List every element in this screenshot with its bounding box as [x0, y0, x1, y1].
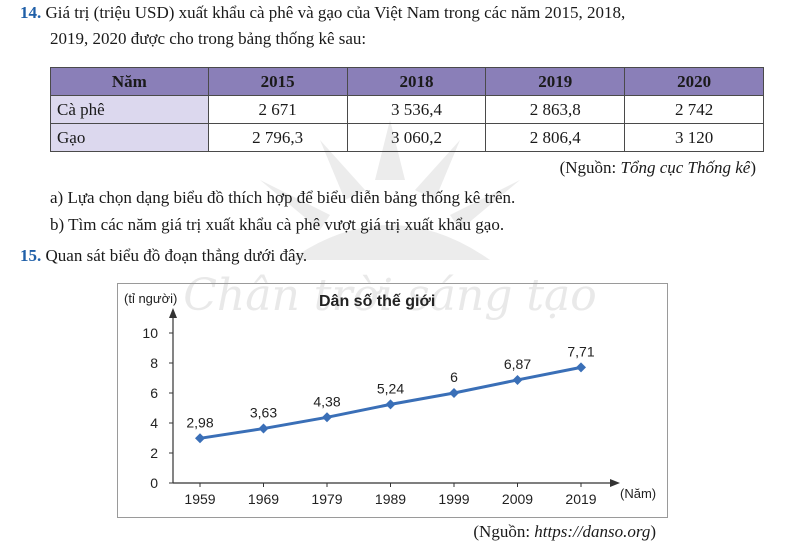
x-tick-label: 1959 — [184, 491, 215, 507]
data-point — [322, 412, 332, 423]
y-tick-label: 10 — [142, 325, 158, 341]
table-header-cell: Năm — [50, 67, 209, 96]
data-point — [195, 433, 205, 444]
data-label: 3,63 — [250, 405, 277, 421]
y-tick-label: 0 — [150, 475, 158, 491]
table-cell: 2 742 — [624, 95, 764, 124]
q15-source: (Nguồn: https://danso.org) — [473, 522, 656, 542]
q14-source-prefix: (Nguồn: — [559, 158, 621, 177]
data-point — [576, 362, 586, 373]
q14-text-line2: 2019, 2020 được cho trong bảng thống kê … — [50, 29, 367, 48]
x-axis-arrow — [610, 479, 620, 487]
table-cell: 3 060,2 — [346, 123, 487, 152]
data-label: 2,98 — [186, 414, 213, 430]
table-cell: 2 863,8 — [485, 95, 626, 124]
x-tick-label: 1969 — [248, 491, 279, 507]
table-header-cell: 2015 — [207, 67, 348, 96]
y-tick-label: 4 — [150, 415, 158, 431]
y-tick-label: 2 — [150, 445, 158, 461]
q15-source-name: https://danso.org — [534, 522, 651, 541]
chart-ylabel: (tỉ người) — [124, 291, 177, 306]
q15-text: Quan sát biểu đồ đoạn thẳng dưới đây. — [45, 246, 308, 265]
y-tick-label: 6 — [150, 385, 158, 401]
y-tick-label: 8 — [150, 355, 158, 371]
y-axis-arrow — [169, 308, 177, 318]
x-tick-label: 1989 — [375, 491, 406, 507]
table-row: Gạo 2 796,3 3 060,2 2 806,4 3 120 — [50, 123, 764, 152]
table-cell: 3 536,4 — [346, 95, 487, 124]
data-label: 5,24 — [377, 380, 404, 396]
x-tick-label: 1979 — [311, 491, 342, 507]
q15-line: 15. Quan sát biểu đồ đoạn thẳng dưới đây… — [20, 245, 307, 267]
export-table: Năm 2015 2018 2019 2020 Cà phê 2 671 3 5… — [50, 67, 764, 152]
x-tick-label: 1999 — [438, 491, 469, 507]
q14-line1: 14. Giá trị (triệu USD) xuất khẩu cà phê… — [20, 2, 625, 24]
table-cell: 3 120 — [624, 123, 764, 152]
x-tick-label: 2019 — [565, 491, 596, 507]
data-label: 6 — [450, 369, 458, 385]
q15-source-prefix: (Nguồn: — [473, 522, 535, 541]
q14-source-name: Tổng cục Thống kê — [620, 158, 751, 177]
data-point — [449, 388, 459, 398]
table-cell: 2 671 — [207, 95, 348, 124]
data-point — [512, 374, 523, 385]
x-tick-label: 2009 — [502, 491, 533, 507]
table-header-cell: 2018 — [346, 67, 487, 96]
chart-xlabel: (Năm) — [620, 486, 656, 501]
q15-source-suffix: ) — [650, 522, 656, 541]
q14-part-b: b) Tìm các năm giá trị xuất khẩu cà phê … — [50, 215, 505, 234]
population-line-chart: (tỉ người) Dân số thế giới (Năm) 0 2 4 6 8 10… — [124, 291, 656, 507]
table-row-label: Cà phê — [50, 95, 209, 124]
data-point — [258, 423, 269, 434]
q14-source-suffix: ) — [750, 158, 756, 177]
data-label: 7,71 — [567, 343, 594, 359]
data-label: 6,87 — [504, 356, 531, 372]
table-row: Cà phê 2 671 3 536,4 2 863,8 2 742 — [50, 95, 764, 124]
table-header-cell: 2020 — [624, 67, 764, 96]
population-chart: (tỉ người) Dân số thế giới (Năm) 0 2 4 6 8 10… — [117, 283, 668, 518]
data-point — [385, 399, 396, 410]
data-label: 4,38 — [313, 393, 340, 409]
table-row-label: Gạo — [50, 123, 209, 152]
q15-number: 15. — [20, 246, 42, 265]
table-header-row: Năm 2015 2018 2019 2020 — [50, 67, 764, 96]
table-header-cell: 2019 — [485, 67, 626, 96]
q14-part-a: a) Lựa chọn dạng biểu đồ thích hợp để bi… — [50, 188, 516, 207]
q14-source: (Nguồn: Tổng cục Thống kê) — [560, 158, 756, 178]
chart-title: Dân số thế giới — [319, 293, 435, 310]
q14-number: 14. — [20, 3, 42, 22]
table-cell: 2 796,3 — [207, 123, 348, 152]
table-cell: 2 806,4 — [485, 123, 626, 152]
q14-text-line1: Giá trị (triệu USD) xuất khẩu cà phê và … — [45, 3, 626, 22]
